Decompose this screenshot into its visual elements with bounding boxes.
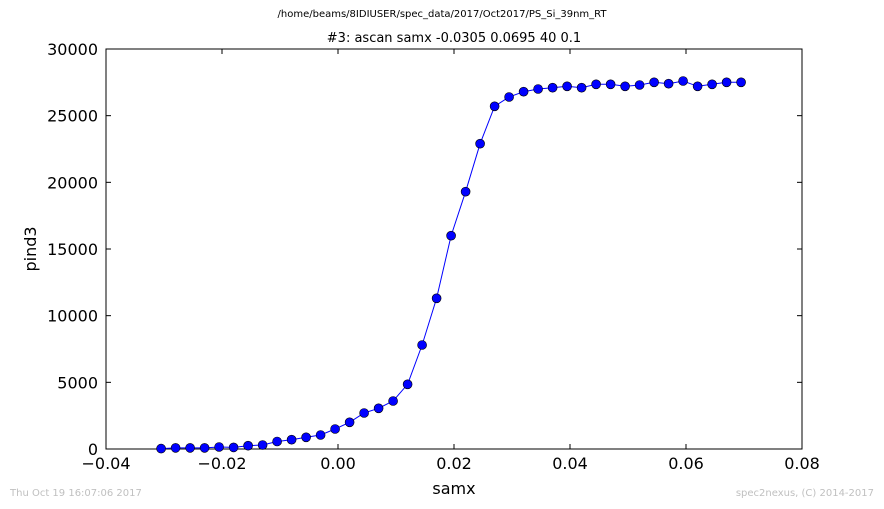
data-point: [257, 440, 268, 450]
y-tick-label: 10000: [47, 307, 98, 326]
data-point: [402, 379, 413, 390]
y-tick-label: 25000: [47, 107, 98, 126]
data-point: [286, 434, 297, 445]
series-line: [161, 80, 742, 450]
data-point: [620, 81, 630, 92]
y-axis-label: pind3: [21, 226, 40, 271]
data-point: [576, 82, 587, 93]
data-point: [431, 293, 442, 304]
x-tick-label: 0.08: [784, 454, 820, 473]
y-tick-label: 5000: [57, 373, 98, 392]
data-point: [373, 403, 384, 414]
data-point: [504, 92, 514, 102]
data-point: [634, 80, 645, 90]
x-tick-label: −0.04: [81, 454, 130, 473]
data-point: [736, 77, 746, 88]
y-tick-label: 0: [88, 440, 98, 459]
x-tick-label: 0.02: [436, 454, 472, 473]
data-point: [591, 79, 601, 90]
data-point: [663, 78, 674, 89]
data-point: [562, 81, 572, 92]
data-point: [707, 79, 717, 90]
data-point: [185, 443, 195, 453]
x-tick-label: 0.04: [552, 454, 588, 473]
data-point: [388, 396, 398, 406]
data-point: [605, 79, 616, 90]
y-tick-label: 30000: [47, 40, 98, 59]
x-axis-label: samx: [432, 479, 475, 498]
plot-area: [105, 48, 803, 450]
data-point: [315, 430, 326, 440]
data-point: [228, 442, 239, 453]
x-tick-label: 0.00: [320, 454, 356, 473]
data-point: [692, 81, 703, 92]
data-point: [649, 77, 659, 88]
data-point: [460, 186, 471, 197]
data-point: [330, 424, 340, 434]
data-point: [359, 408, 369, 418]
data-point: [678, 76, 688, 86]
y-tick-label: 20000: [47, 173, 98, 192]
plot-title: #3: ascan samx -0.0305 0.0695 40 0.1: [327, 31, 581, 46]
data-point: [547, 82, 558, 93]
data-point: [156, 443, 166, 454]
data-point: [721, 77, 732, 88]
data-point: [301, 432, 311, 443]
data-point: [214, 442, 224, 452]
y-tick-label: 15000: [47, 240, 98, 259]
data-point: [446, 230, 456, 241]
data-point: [475, 138, 485, 149]
data-point: [533, 84, 543, 94]
x-tick-label: 0.06: [668, 454, 704, 473]
data-point: [518, 86, 529, 97]
supertitle: /home/beams/8IDIUSER/spec_data/2017/Oct2…: [277, 9, 607, 20]
data-point: [170, 443, 181, 453]
data-point: [243, 440, 253, 451]
data-point: [344, 417, 355, 428]
data-point: [272, 436, 282, 447]
credit-text: spec2nexus, (C) 2014-2017: [735, 488, 874, 499]
data-point: [417, 340, 427, 350]
x-tick-label: −0.02: [197, 454, 246, 473]
timestamp: Thu Oct 19 16:07:06 2017: [10, 488, 142, 499]
data-point: [199, 443, 210, 453]
data-point: [489, 101, 500, 112]
